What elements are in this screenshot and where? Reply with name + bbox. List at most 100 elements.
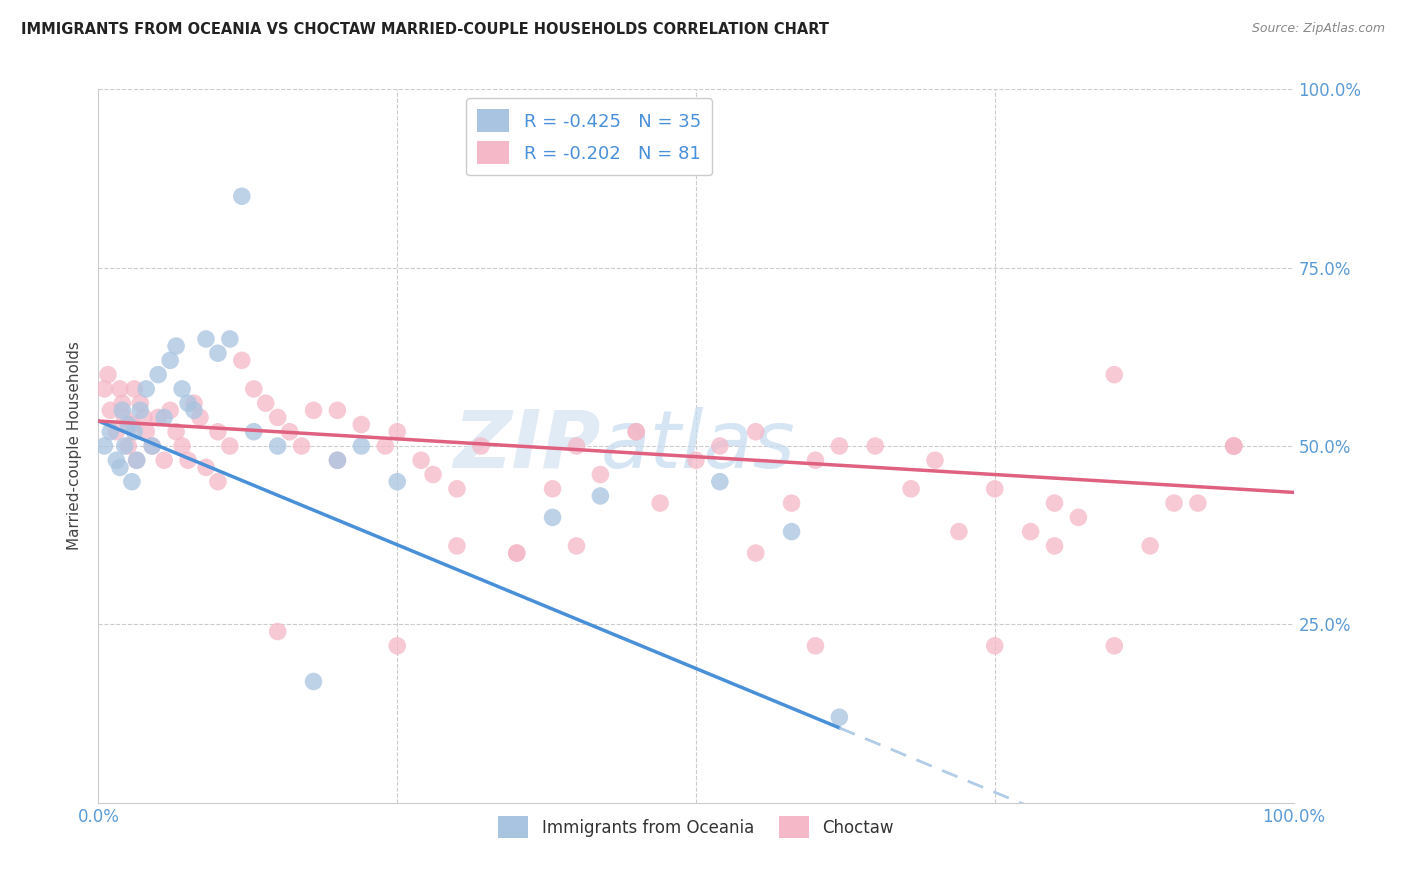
Point — [207, 346, 229, 360]
Point — [172, 439, 194, 453]
Point — [780, 524, 803, 539]
Point — [93, 382, 115, 396]
Point — [685, 453, 707, 467]
Point — [267, 439, 290, 453]
Point — [188, 410, 211, 425]
Point — [231, 189, 253, 203]
Point — [111, 396, 134, 410]
Point — [780, 496, 803, 510]
Point — [291, 439, 314, 453]
Point — [565, 539, 588, 553]
Text: IMMIGRANTS FROM OCEANIA VS CHOCTAW MARRIED-COUPLE HOUSEHOLDS CORRELATION CHART: IMMIGRANTS FROM OCEANIA VS CHOCTAW MARRI… — [21, 22, 830, 37]
Point — [97, 368, 120, 382]
Point — [111, 403, 134, 417]
Point — [422, 467, 444, 482]
Point — [709, 475, 731, 489]
Point — [148, 368, 170, 382]
Point — [374, 439, 396, 453]
Point — [626, 425, 648, 439]
Point — [124, 382, 146, 396]
Point — [1067, 510, 1090, 524]
Point — [709, 439, 731, 453]
Point — [125, 453, 148, 467]
Point — [326, 453, 349, 467]
Text: ZIP: ZIP — [453, 407, 600, 485]
Point — [565, 439, 588, 453]
Point — [1043, 539, 1066, 553]
Point — [108, 460, 131, 475]
Point — [470, 439, 492, 453]
Point — [105, 425, 128, 439]
Point — [506, 546, 529, 560]
Point — [1019, 524, 1042, 539]
Point — [1043, 496, 1066, 510]
Point — [589, 467, 612, 482]
Point — [141, 439, 163, 453]
Point — [267, 410, 290, 425]
Point — [195, 460, 218, 475]
Point — [165, 425, 187, 439]
Point — [159, 353, 181, 368]
Point — [219, 439, 242, 453]
Point — [183, 396, 205, 410]
Point — [745, 546, 768, 560]
Point — [153, 453, 176, 467]
Point — [302, 403, 325, 417]
Point — [326, 403, 349, 417]
Point — [385, 425, 409, 439]
Point — [804, 639, 827, 653]
Point — [1104, 368, 1126, 382]
Point — [350, 439, 373, 453]
Point — [267, 624, 290, 639]
Point — [98, 425, 122, 439]
Point — [900, 482, 922, 496]
Point — [541, 482, 564, 496]
Point — [385, 475, 409, 489]
Point — [141, 439, 163, 453]
Point — [828, 439, 851, 453]
Point — [121, 417, 143, 432]
Point — [183, 403, 205, 417]
Legend: Immigrants from Oceania, Choctaw: Immigrants from Oceania, Choctaw — [492, 810, 900, 845]
Point — [589, 489, 612, 503]
Point — [117, 439, 139, 453]
Point — [385, 639, 409, 653]
Point — [948, 524, 970, 539]
Point — [177, 453, 200, 467]
Point — [207, 425, 229, 439]
Point — [243, 382, 266, 396]
Text: Source: ZipAtlas.com: Source: ZipAtlas.com — [1251, 22, 1385, 36]
Point — [98, 403, 122, 417]
Point — [121, 475, 143, 489]
Point — [541, 510, 564, 524]
Point — [114, 439, 136, 453]
Point — [924, 453, 946, 467]
Point — [648, 496, 672, 510]
Point — [165, 339, 187, 353]
Point — [153, 410, 176, 425]
Point — [828, 710, 851, 724]
Point — [172, 382, 194, 396]
Point — [626, 425, 648, 439]
Point — [278, 425, 301, 439]
Point — [254, 396, 277, 410]
Point — [984, 482, 1007, 496]
Point — [207, 475, 229, 489]
Point — [219, 332, 242, 346]
Point — [93, 439, 115, 453]
Y-axis label: Married-couple Households: Married-couple Households — [67, 342, 83, 550]
Point — [804, 453, 827, 467]
Text: atlas: atlas — [600, 407, 796, 485]
Point — [114, 410, 136, 425]
Point — [129, 403, 152, 417]
Point — [506, 546, 529, 560]
Point — [326, 453, 349, 467]
Point — [117, 417, 139, 432]
Point — [302, 674, 325, 689]
Point — [243, 425, 266, 439]
Point — [350, 417, 373, 432]
Point — [411, 453, 433, 467]
Point — [1104, 639, 1126, 653]
Point — [108, 382, 131, 396]
Point — [1223, 439, 1246, 453]
